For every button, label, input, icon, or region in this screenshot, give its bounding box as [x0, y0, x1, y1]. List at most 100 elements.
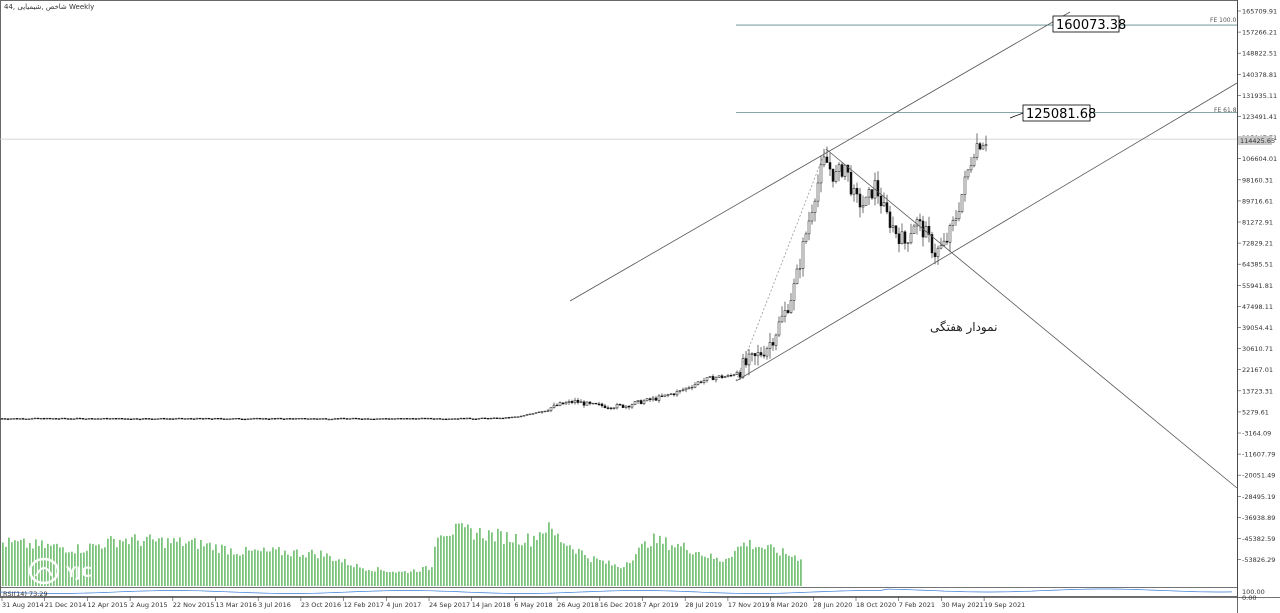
candle-body: [453, 418, 457, 420]
volume-bar: [230, 548, 232, 586]
candle-body: [498, 417, 502, 420]
candle-body: [945, 240, 949, 243]
candle-body: [645, 398, 649, 402]
volume-bar: [467, 524, 469, 586]
candle-body: [633, 401, 637, 405]
candle-body: [57, 418, 61, 420]
volume-bar: [770, 544, 772, 586]
candle-body: [906, 242, 910, 244]
candle-body: [219, 418, 223, 420]
candle-body: [288, 418, 292, 420]
candle-body: [492, 417, 496, 419]
volume-bar: [428, 569, 430, 586]
volume-bar: [458, 523, 460, 586]
candle-body: [441, 418, 445, 421]
volume-bar: [599, 559, 601, 586]
candle-body: [591, 402, 595, 405]
volume-bar: [563, 543, 565, 586]
volume-bar: [572, 549, 574, 586]
candle-body: [675, 391, 679, 396]
volume-bar: [92, 544, 94, 586]
candle-body: [204, 417, 208, 420]
price-series: [0, 133, 988, 421]
volume-bar: [698, 551, 700, 586]
volume-bar: [383, 570, 385, 586]
x-tick-label: 3 Jul 2016: [258, 601, 291, 609]
volume-bar: [320, 550, 322, 586]
candle-body: [717, 375, 721, 378]
candle-body: [303, 418, 307, 420]
candle-body: [384, 418, 388, 420]
volume-bar: [614, 564, 616, 586]
candle-body: [126, 418, 130, 420]
volume-bar: [206, 543, 208, 586]
y-tick-label: 81272.91: [1242, 219, 1273, 227]
y-tick-label: 165709.91: [1242, 8, 1277, 16]
x-tick-label: 7 Apr 2019: [643, 601, 679, 609]
volume-bar: [176, 541, 178, 586]
volume-bar: [584, 554, 586, 586]
y-tick-label: -28495.19: [1242, 493, 1275, 501]
candle-body: [276, 417, 280, 420]
volume-bar: [122, 541, 124, 586]
candle-body: [123, 418, 127, 420]
volume-bar: [62, 547, 64, 586]
volume-bar: [266, 551, 268, 586]
candle-body: [189, 418, 193, 420]
volume-bar: [296, 549, 298, 586]
volume-bar: [515, 533, 517, 586]
candle-body: [153, 418, 157, 420]
volume-bar: [194, 538, 196, 586]
candle-body: [603, 405, 607, 409]
candle-body: [909, 233, 913, 244]
candle-body: [732, 374, 736, 376]
volume-bar: [248, 550, 250, 586]
candle-body: [18, 418, 22, 420]
candle-body: [483, 417, 487, 420]
candle-body: [147, 418, 151, 420]
volume-bar: [704, 556, 706, 586]
candle-body: [63, 417, 67, 420]
volume-bar: [506, 532, 508, 586]
candle-body: [348, 418, 352, 420]
candle-body: [222, 418, 226, 420]
candle-body: [93, 418, 97, 420]
logo-arc-icon: [35, 567, 53, 577]
candle-body: [9, 418, 13, 420]
candle-body: [474, 418, 478, 420]
candle-body: [606, 407, 610, 409]
candle-body: [336, 418, 340, 420]
candle-body: [141, 418, 145, 420]
candle-body: [300, 418, 304, 420]
candle-body: [630, 404, 634, 408]
volume-bar: [17, 541, 19, 586]
volume-bar: [617, 566, 619, 586]
current-price-value: 114425.65: [1240, 137, 1275, 145]
volume-bar: [419, 571, 421, 586]
volume-bar: [446, 535, 448, 586]
volume-bar: [512, 542, 514, 586]
volume-bar: [368, 570, 370, 586]
volume-bar: [521, 545, 523, 586]
volume-bar: [251, 550, 253, 586]
volume-bar: [233, 554, 235, 586]
candle-body: [423, 417, 427, 420]
volume-bar: [170, 543, 172, 586]
volume-bar: [701, 555, 703, 586]
volume-bar: [32, 548, 34, 586]
volume-bar: [347, 565, 349, 586]
candle-body: [774, 334, 778, 346]
candle-body: [618, 404, 622, 406]
candle-body: [318, 418, 322, 420]
volume-bar: [716, 557, 718, 586]
candle-body: [918, 219, 922, 222]
candle-body: [501, 417, 505, 420]
volume-bar: [203, 546, 205, 586]
candle-body: [192, 418, 196, 420]
volume-bar: [653, 533, 655, 586]
volume-bar: [350, 565, 352, 586]
volume-bar: [356, 563, 358, 586]
candle-body: [756, 352, 760, 357]
rsi-tick-100: 100.00: [1242, 588, 1265, 596]
volume-bar: [452, 534, 454, 586]
